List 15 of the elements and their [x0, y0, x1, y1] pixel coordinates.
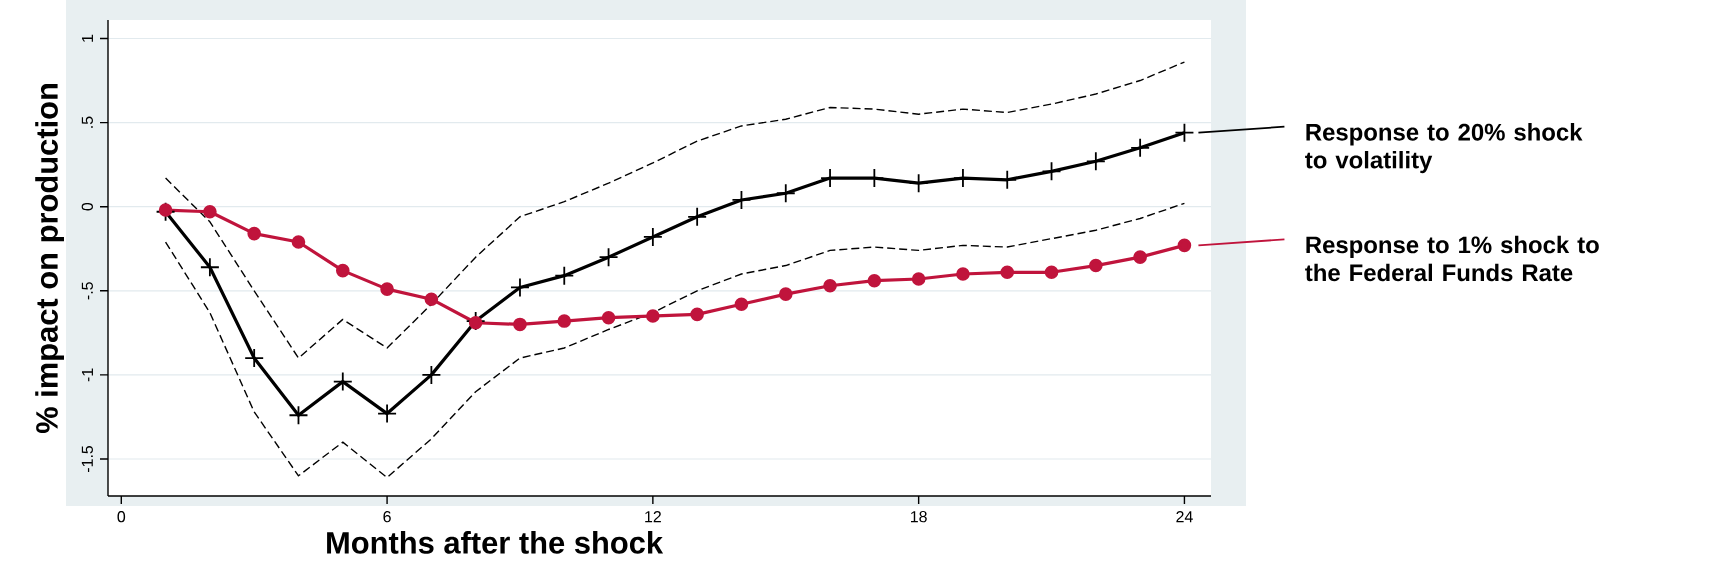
- y-tick-label: -.5: [81, 282, 93, 300]
- y-tick-label: -1.5: [81, 445, 93, 473]
- y-tick-label: 0: [81, 202, 93, 211]
- y-axis-title: % impact on production: [35, 84, 64, 434]
- x-tick-label: 0: [117, 511, 126, 523]
- legend-label: Response to 1% shock to the Federal Funds Rate: [1305, 235, 1599, 282]
- x-tick-label: 24: [1176, 511, 1193, 523]
- legend-label: Response to 20% shock to volatility: [1305, 123, 1583, 174]
- y-tick-label: .5: [81, 116, 93, 128]
- x-tick-label: 6: [383, 511, 391, 523]
- x-tick-label: 18: [911, 511, 927, 523]
- x-axis-title: Months after the shock: [327, 531, 664, 554]
- y-tick-label: 1: [81, 34, 93, 42]
- x-tick-label: 12: [645, 511, 661, 523]
- y-tick-label: -1: [81, 368, 93, 382]
